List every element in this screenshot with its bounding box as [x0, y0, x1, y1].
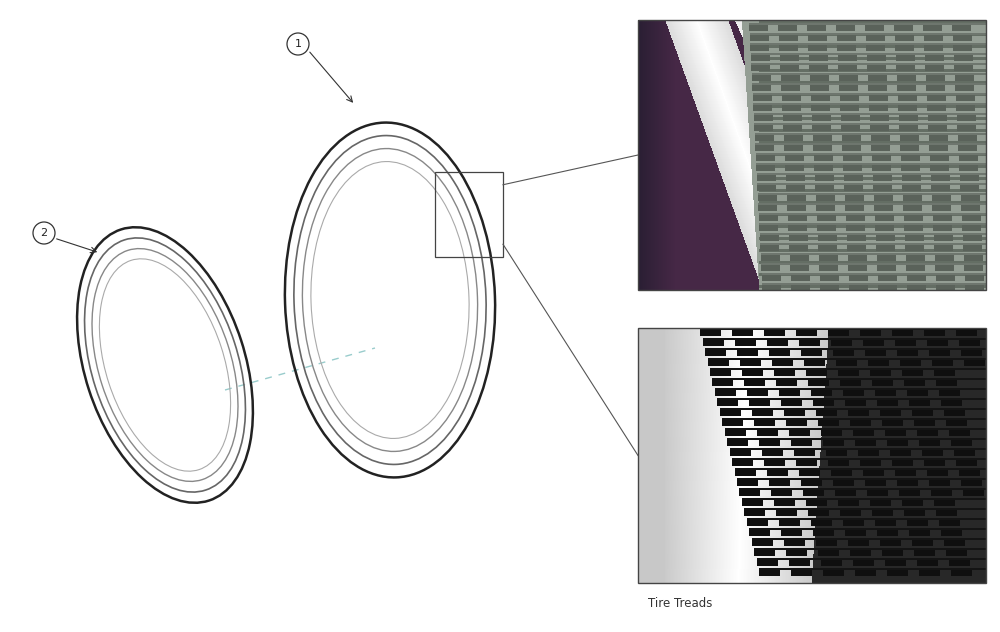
Circle shape — [287, 33, 309, 55]
Bar — [435, 172, 503, 257]
Circle shape — [33, 222, 55, 244]
Bar — [638, 20, 986, 290]
Bar — [638, 328, 986, 583]
Text: Tire Treads: Tire Treads — [648, 597, 712, 610]
Text: 1: 1 — [294, 39, 302, 49]
Text: 2: 2 — [40, 228, 48, 238]
